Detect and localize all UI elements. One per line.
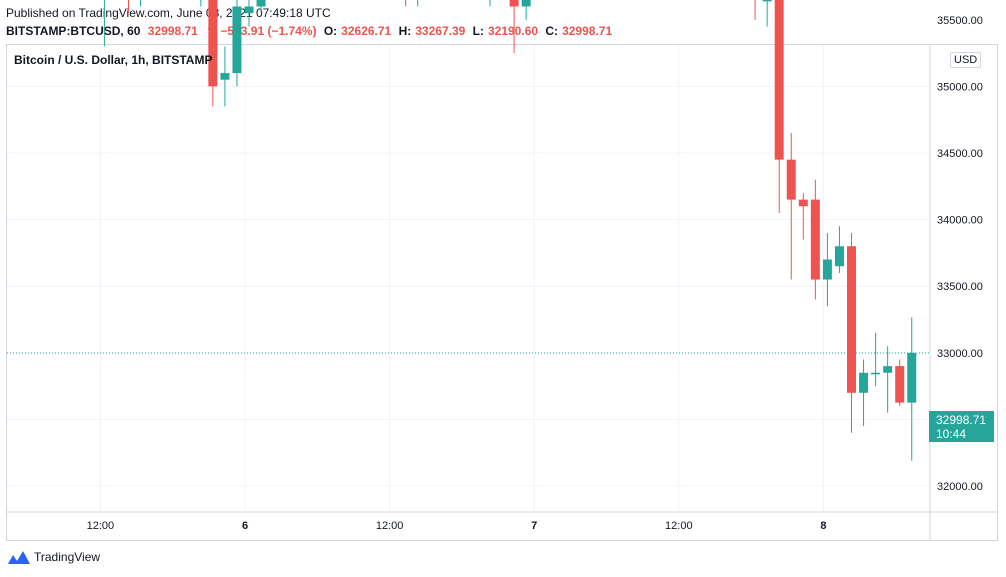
close-label: C: xyxy=(545,24,559,38)
candle-body xyxy=(822,259,832,280)
candle-body xyxy=(859,372,869,393)
y-tick-label: 34000.00 xyxy=(937,215,983,227)
candle-body xyxy=(834,246,844,267)
candle-body xyxy=(847,246,856,393)
low-value: 32190.60 xyxy=(487,24,539,38)
candle-body xyxy=(509,0,519,7)
candle-body xyxy=(798,199,808,207)
chart-title: Bitcoin / U.S. Dollar, 1h, BITSTAMP xyxy=(14,53,213,67)
x-tick-label: 8 xyxy=(820,520,826,532)
symbol-label: BITSTAMP:BTCUSD, 60 xyxy=(6,24,141,38)
y-tick-label: 35500.00 xyxy=(937,15,983,27)
x-tick-label: 6 xyxy=(242,520,248,532)
tradingview-logo-icon xyxy=(8,551,30,564)
bar-countdown: 10:44 xyxy=(936,427,967,441)
high-label: H: xyxy=(398,24,412,38)
candle-body xyxy=(895,366,905,403)
open-value: 32626.71 xyxy=(341,24,392,38)
candle-body xyxy=(244,6,254,14)
candle-body xyxy=(208,0,218,87)
y-tick-label: 32000.00 xyxy=(937,481,983,493)
candle-body xyxy=(774,0,784,160)
candle-body xyxy=(232,6,242,74)
y-tick-label: 33000.00 xyxy=(937,348,983,360)
candle-body xyxy=(871,372,881,375)
low-label: L: xyxy=(472,24,484,38)
last-price-value: 32998.71 xyxy=(936,413,987,427)
candle-body xyxy=(810,199,820,280)
candle-body xyxy=(220,73,230,80)
candle-body xyxy=(256,0,266,7)
x-tick-label: 12:00 xyxy=(376,520,404,532)
x-tick-label: 12:00 xyxy=(87,520,115,532)
y-tick-label: 35000.00 xyxy=(937,81,983,93)
candle-body xyxy=(907,352,917,403)
y-tick-label: 34500.00 xyxy=(937,148,983,160)
chart-frame xyxy=(6,44,998,541)
last-value: 32998.71 xyxy=(147,24,198,38)
y-tick-label: 33500.00 xyxy=(937,281,983,293)
x-tick-label: 12:00 xyxy=(665,520,693,532)
currency-badge[interactable]: USD xyxy=(950,52,982,68)
candle-body xyxy=(762,0,772,2)
candle-body xyxy=(521,0,531,7)
brand-name: TradingView xyxy=(34,550,101,564)
candle-body xyxy=(883,366,893,373)
x-tick-label: 7 xyxy=(531,520,537,532)
last-price-label: 32998.71 10:44 xyxy=(929,411,994,442)
open-label: O: xyxy=(323,24,338,38)
candle-body xyxy=(786,159,796,200)
close-value: 32998.71 xyxy=(562,24,613,38)
high-value: 33267.39 xyxy=(415,24,466,38)
tradingview-logo[interactable]: TradingView xyxy=(8,550,100,564)
